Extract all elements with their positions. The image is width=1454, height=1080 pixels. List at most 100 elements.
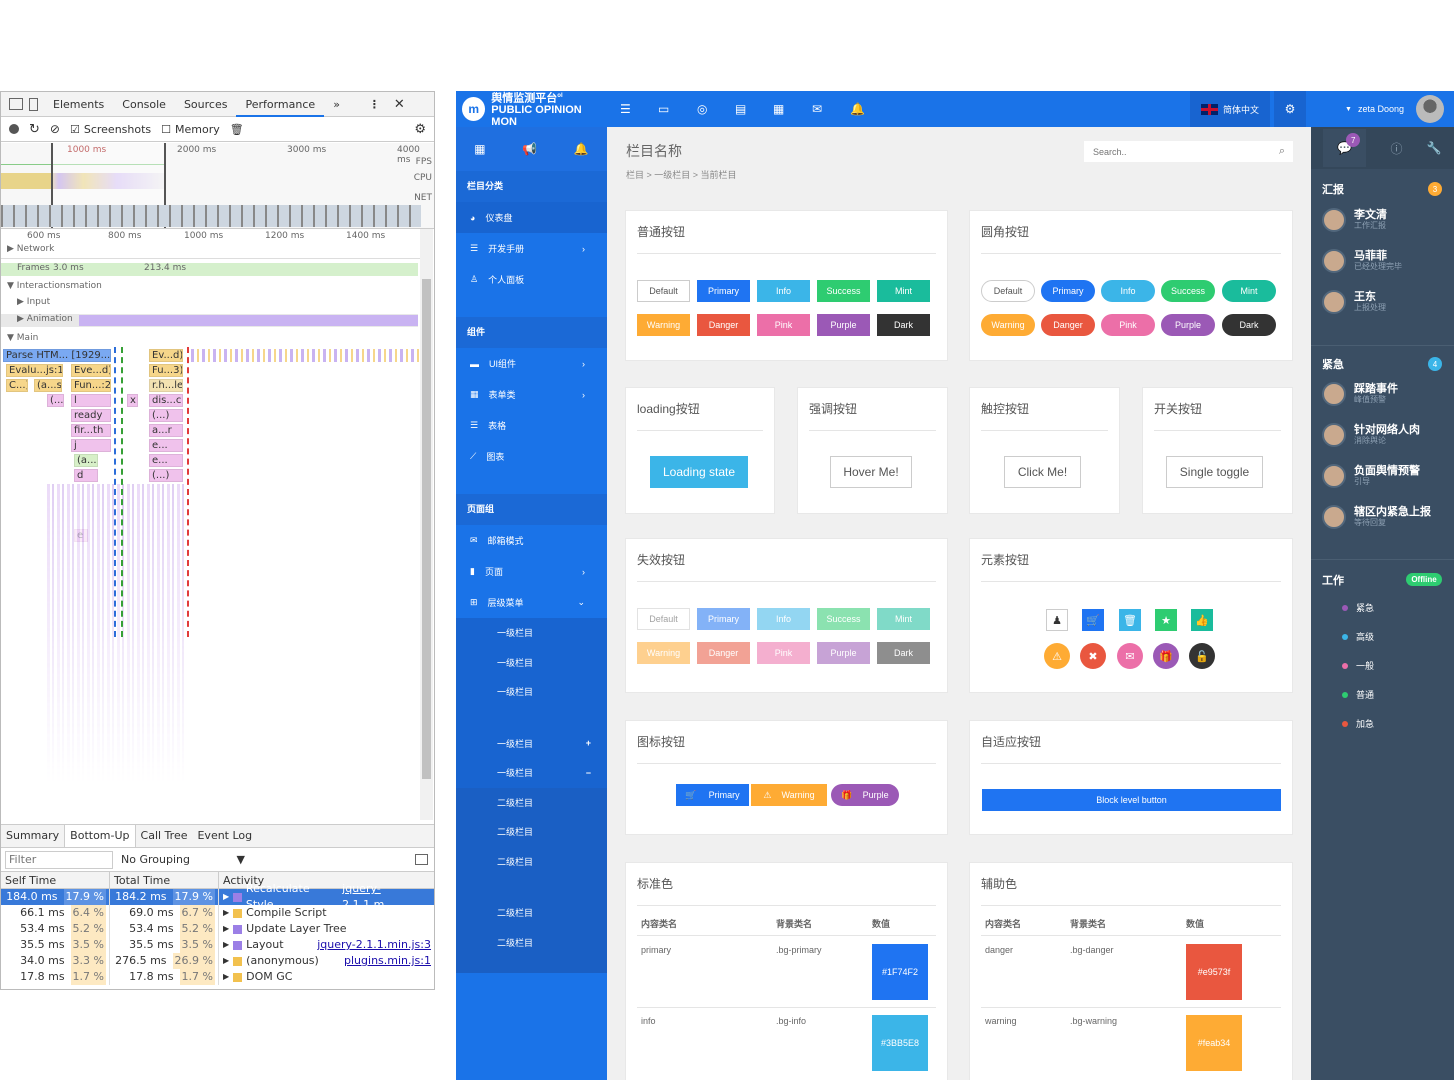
user-list-item[interactable]: 踩踏事件 峰值预警 xyxy=(1322,382,1398,406)
tab-sources[interactable]: Sources xyxy=(183,97,228,111)
col-activity[interactable]: Activity xyxy=(223,874,265,887)
source-link[interactable]: jquery-2.1.1.m... xyxy=(342,882,395,911)
user-list-item[interactable]: 辖区内紧急上报 等待回复 xyxy=(1322,505,1431,529)
submenu-item[interactable]: 一级栏目 xyxy=(497,687,534,698)
flame-block[interactable]: x xyxy=(127,394,138,407)
purple-icon-button[interactable]: 🎁 Purple xyxy=(831,784,899,806)
target-icon[interactable]: ◎ xyxy=(697,102,708,116)
sidebar-item-mailbox[interactable]: ✉ 邮箱模式 xyxy=(456,525,607,556)
flame-block[interactable]: r.h...le xyxy=(149,379,183,392)
user-list-item[interactable]: 李文清 工作汇报 xyxy=(1322,208,1387,232)
warning-round-button[interactable]: Warning xyxy=(981,314,1035,336)
flame-block[interactable]: (a...) xyxy=(74,454,98,467)
sidebar-item-dashboard[interactable]: ◕ 仪表盘 xyxy=(456,202,607,233)
animation-track[interactable]: ▶ Animation xyxy=(1,314,418,327)
more-options-icon[interactable]: ⋮ xyxy=(368,97,380,111)
flame-block[interactable]: d xyxy=(74,469,98,482)
source-link[interactable]: plugins.min.js:1 xyxy=(344,954,431,967)
device-toggle-icon[interactable] xyxy=(29,97,38,111)
table-row[interactable]: 34.0 ms 3.3 % 276.5 ms 26.9 % ▶ (anonymous) pl… xyxy=(1,953,434,969)
window-icon[interactable]: ▭ xyxy=(658,102,670,116)
filter-input[interactable] xyxy=(5,850,113,869)
purple-button[interactable]: Purple xyxy=(817,314,870,336)
flame-chart[interactable]: Parse HTM... [1929...]) Ev...d) Evalu...… xyxy=(1,347,421,822)
submenu-item[interactable]: 二级栏目 xyxy=(497,797,534,808)
flame-block[interactable]: a...r xyxy=(149,424,183,437)
flame-block[interactable]: Fu...3) xyxy=(149,364,183,377)
tab-console[interactable]: Console xyxy=(122,97,166,111)
tab-summary[interactable]: Summary xyxy=(6,829,60,842)
envelope-icon-button[interactable]: ✉ xyxy=(1117,643,1143,669)
breadcrumb[interactable]: 栏目 > 一级栏目 > 当前栏目 xyxy=(626,170,737,180)
dark-round-button[interactable]: Dark xyxy=(1222,314,1276,336)
flame-block[interactable]: (a...s) xyxy=(34,379,62,392)
tab-performance[interactable]: Performance xyxy=(236,92,325,117)
tab-event-log[interactable]: Event Log xyxy=(197,829,253,842)
pink-button[interactable]: Pink xyxy=(757,314,810,336)
work-item[interactable]: 加急 xyxy=(1342,717,1374,730)
search-icon[interactable]: ⌕ xyxy=(1278,145,1285,157)
record-icon[interactable] xyxy=(9,124,19,134)
flame-block[interactable]: e... xyxy=(149,454,183,467)
warning-icon-labeled-button[interactable]: ⚠ Warning xyxy=(751,784,827,806)
thumbs-up-icon-button[interactable]: 👍 xyxy=(1191,609,1213,631)
expand-arrow-icon[interactable]: ▶ xyxy=(223,956,230,965)
user-icon-button[interactable]: ♟ xyxy=(1046,609,1068,631)
warning-button[interactable]: Warning xyxy=(637,314,690,336)
menu-toggle-icon[interactable]: ☰ xyxy=(620,102,631,116)
mail-icon[interactable]: ✉ xyxy=(812,102,823,116)
danger-button[interactable]: Danger xyxy=(697,314,750,336)
gift-icon-button[interactable]: 🎁 xyxy=(1153,643,1179,669)
app-logo[interactable]: m 舆情监测平台ol PUBLIC OPINION MON xyxy=(456,91,607,128)
submenu-item[interactable]: 一级栏目 xyxy=(497,657,534,668)
more-tabs-button[interactable]: » xyxy=(333,97,340,111)
input-track[interactable]: ▶ Input xyxy=(17,297,51,307)
block-level-button[interactable]: Block level button xyxy=(982,789,1281,811)
trash-icon[interactable]: 🗑 xyxy=(229,122,244,136)
dark-button[interactable]: Dark xyxy=(877,314,930,336)
bell-icon[interactable]: 🔔 xyxy=(850,102,865,116)
flame-scrollbar[interactable] xyxy=(420,229,433,820)
screenshots-checkbox[interactable]: ☑ Screenshots xyxy=(69,122,152,136)
sidebar-item-dev-manual[interactable]: ☰ 开发手册 › xyxy=(456,233,607,264)
submenu-item[interactable]: 二级栏目 xyxy=(497,908,534,919)
bullhorn-icon[interactable]: 📢 xyxy=(522,142,538,156)
flame-block[interactable]: ready xyxy=(71,409,111,422)
star-icon-button[interactable]: ★ xyxy=(1155,609,1177,631)
submenu-item[interactable]: 一级栏目 xyxy=(497,628,534,639)
flame-block[interactable]: Fun...:2) xyxy=(71,379,111,392)
col-self-time[interactable]: Self Time xyxy=(1,872,110,888)
user-list-item[interactable]: 马菲菲 已经处理完毕 xyxy=(1322,249,1402,273)
chat-icon[interactable]: 💬 7 xyxy=(1323,129,1367,167)
flame-block[interactable]: j xyxy=(71,439,111,452)
click-me-button[interactable]: Click Me! xyxy=(1004,456,1081,488)
warning-icon-button[interactable]: ⚠ xyxy=(1044,643,1070,669)
sidebar-item-multilevel[interactable]: ⊞ 层级菜单 ⌄ xyxy=(456,587,607,618)
submenu-item-expanded[interactable]: 一级栏目 − xyxy=(456,758,607,788)
success-round-button[interactable]: Success xyxy=(1161,280,1215,302)
flame-block[interactable]: C...) xyxy=(6,379,28,392)
qrcode-icon[interactable]: ▦ xyxy=(773,102,785,116)
search-box[interactable]: ⌕ xyxy=(1084,141,1293,162)
clear-icon[interactable]: ⊘ xyxy=(49,122,60,136)
mint-button[interactable]: Mint xyxy=(877,280,930,302)
user-list-item[interactable]: 负面舆情预警 引导 xyxy=(1322,464,1420,488)
trash-icon-button[interactable]: 🗑 xyxy=(1119,609,1141,631)
pink-round-button[interactable]: Pink xyxy=(1101,314,1155,336)
work-item[interactable]: 紧急 xyxy=(1342,601,1374,614)
hover-me-button[interactable]: Hover Me! xyxy=(830,456,912,488)
sidebar-item-charts[interactable]: ⟋ 图表 xyxy=(456,441,607,472)
sidebar-item-profile[interactable]: ♙ 个人面板 xyxy=(456,264,607,295)
close-icon-button[interactable]: ✖ xyxy=(1080,643,1106,669)
table-row[interactable]: 66.1 ms 6.4 % 69.0 ms 6.7 % ▶ Compile Script xyxy=(1,905,434,921)
default-round-button[interactable]: Default xyxy=(981,280,1035,302)
expand-arrow-icon[interactable]: ▶ xyxy=(223,892,230,901)
close-icon[interactable]: ✕ xyxy=(393,96,405,112)
flame-block[interactable]: l xyxy=(71,394,111,407)
user-list-item[interactable]: 王东 上报处理 xyxy=(1322,290,1386,314)
expand-arrow-icon[interactable]: ▶ xyxy=(223,940,230,949)
col-total-time[interactable]: Total Time xyxy=(110,872,219,888)
bell-icon[interactable]: 🔔 xyxy=(573,142,589,156)
timeline-overview[interactable]: 1000 ms 2000 ms 3000 ms 4000 ms FPS CPU … xyxy=(1,143,434,229)
flame-block[interactable]: dis...ch xyxy=(149,394,183,407)
